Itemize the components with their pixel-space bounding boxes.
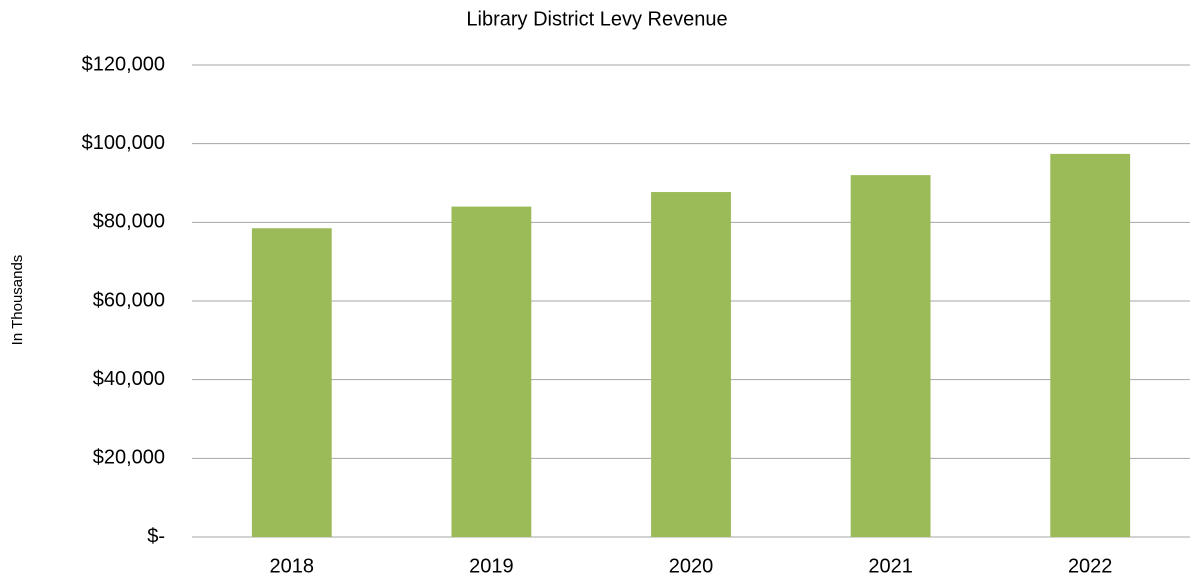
y-tick-label: $80,000 [93, 211, 165, 233]
bar [651, 192, 731, 537]
bar [451, 206, 532, 537]
y-tick-label: $100,000 [82, 132, 165, 154]
x-tick-label: 2020 [669, 555, 714, 577]
x-tick-label: 2021 [868, 555, 913, 577]
bar [850, 175, 931, 537]
x-tick-label: 2018 [270, 555, 315, 577]
x-tick-label: 2019 [469, 555, 514, 577]
chart-title: Library District Levy Revenue [466, 8, 727, 30]
y-tick-label: $20,000 [93, 447, 165, 469]
y-tick-label: $60,000 [93, 289, 165, 311]
y-tick-label: $40,000 [93, 368, 165, 390]
y-tick-label: $120,000 [82, 53, 165, 75]
bar [251, 228, 332, 537]
bar [1050, 153, 1131, 538]
y-axis-label: In Thousands [9, 255, 26, 346]
x-tick-label: 2022 [1068, 555, 1113, 577]
y-tick-label: $- [147, 525, 165, 547]
